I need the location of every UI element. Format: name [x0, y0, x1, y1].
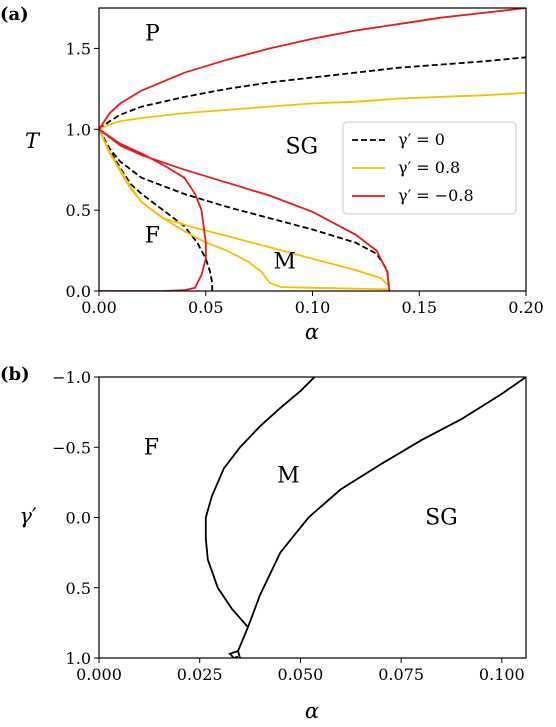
panel-b-series-0-curve-0 [204, 377, 316, 628]
panel-a-region-labels: P SG F M [145, 21, 318, 274]
panel-a-plot [99, 8, 526, 291]
panel-a-ylabel: T [25, 129, 41, 153]
legend-label-gamma0: γ′ = 0 [398, 130, 445, 149]
panel-a-ytick-label-0: 0.0 [66, 282, 91, 301]
panel-a-legend: γ′ = 0 γ′ = 0.8 γ′ = −0.8 [342, 121, 517, 215]
panel-b: (b) 0.000 0.025 0.050 0.075 0.100−1.0−0.50.0… [0, 364, 527, 723]
legend-box [342, 121, 517, 215]
panel-b-plot [204, 377, 526, 658]
panel-b-ytick-label-3: 0.5 [66, 579, 91, 598]
panel-b-series-0-curve-1 [237, 377, 526, 658]
panel-a-series-0-curve-2 [99, 128, 214, 291]
panel-a-label: (a) [0, 4, 29, 25]
panel-a-region-p: P [145, 21, 160, 46]
panel-b-region-m: M [277, 463, 300, 488]
panel-a-xtick-label-0: 0.00 [81, 298, 117, 317]
panel-a-xtick-label-2: 0.10 [295, 298, 331, 317]
panel-b-label: (b) [0, 364, 30, 385]
panel-b-ytick-label-2: 0.0 [66, 509, 91, 528]
panel-b-ytick-label-0: −1.0 [52, 368, 91, 387]
legend-label-gammam08: γ′ = −0.8 [398, 186, 474, 205]
panel-b-ylabel: γ′ [19, 504, 37, 528]
panel-a: (a) 0.00 0.05 0.10 0.15 0.20 0.0 0.5 1.0 1.5 α T… [0, 4, 544, 344]
panel-a-series-0-curve-0 [99, 56, 526, 131]
panel-b-ytick-label-1: −0.5 [52, 438, 91, 457]
legend-label-gamma08: γ′ = 0.8 [398, 158, 460, 177]
panel-a-xlabel: α [305, 320, 319, 344]
panel-a-ytick-label-2: 1.0 [66, 120, 91, 139]
panel-b-region-f: F [144, 435, 159, 460]
panel-a-series-0-curve-1 [99, 128, 391, 291]
panel-a-xtick-label-1: 0.05 [188, 298, 224, 317]
panel-a-ytick-label-3: 1.5 [66, 39, 91, 58]
panel-a-series-1-curve-2 [99, 128, 390, 291]
panel-a-region-sg: SG [285, 135, 318, 160]
panel-a-series-2-curve-1 [99, 128, 391, 291]
panel-a-ytick-label-1: 0.5 [66, 201, 91, 220]
panel-a-ticks: 0.00 0.05 0.10 0.15 0.20 0.0 0.5 1.0 1.5 [66, 39, 544, 317]
panel-a-series-1-curve-0 [99, 92, 526, 131]
panel-b-xtick-label-4: 0.100 [479, 665, 525, 684]
panel-b-xtick-label-3: 0.075 [378, 665, 424, 684]
panel-a-series-2-curve-0 [99, 8, 526, 130]
panel-b-region-sg: SG [425, 506, 458, 531]
panel-b-ytick-label-4: 1.0 [66, 649, 91, 668]
panel-b-series-0-curve-2 [228, 650, 239, 658]
panel-a-region-m: M [273, 249, 296, 274]
panel-b-xtick-label-0: 0.000 [76, 665, 122, 684]
panel-a-region-f: F [145, 223, 160, 248]
panel-b-xlabel: α [305, 699, 319, 723]
panel-b-ticks: 0.000 0.025 0.050 0.075 0.100 −1.0 −0.5 0.0 0.5 1… [52, 368, 525, 684]
panel-b-xtick-label-1: 0.025 [177, 665, 223, 684]
panel-b-region-labels: F M SG [144, 435, 458, 530]
panel-a-series-2-curve-2 [99, 128, 207, 291]
panel-a-xtick-label-3: 0.15 [401, 298, 437, 317]
panel-b-xtick-label-2: 0.050 [278, 665, 324, 684]
panel-a-xtick-label-4: 0.20 [508, 298, 544, 317]
